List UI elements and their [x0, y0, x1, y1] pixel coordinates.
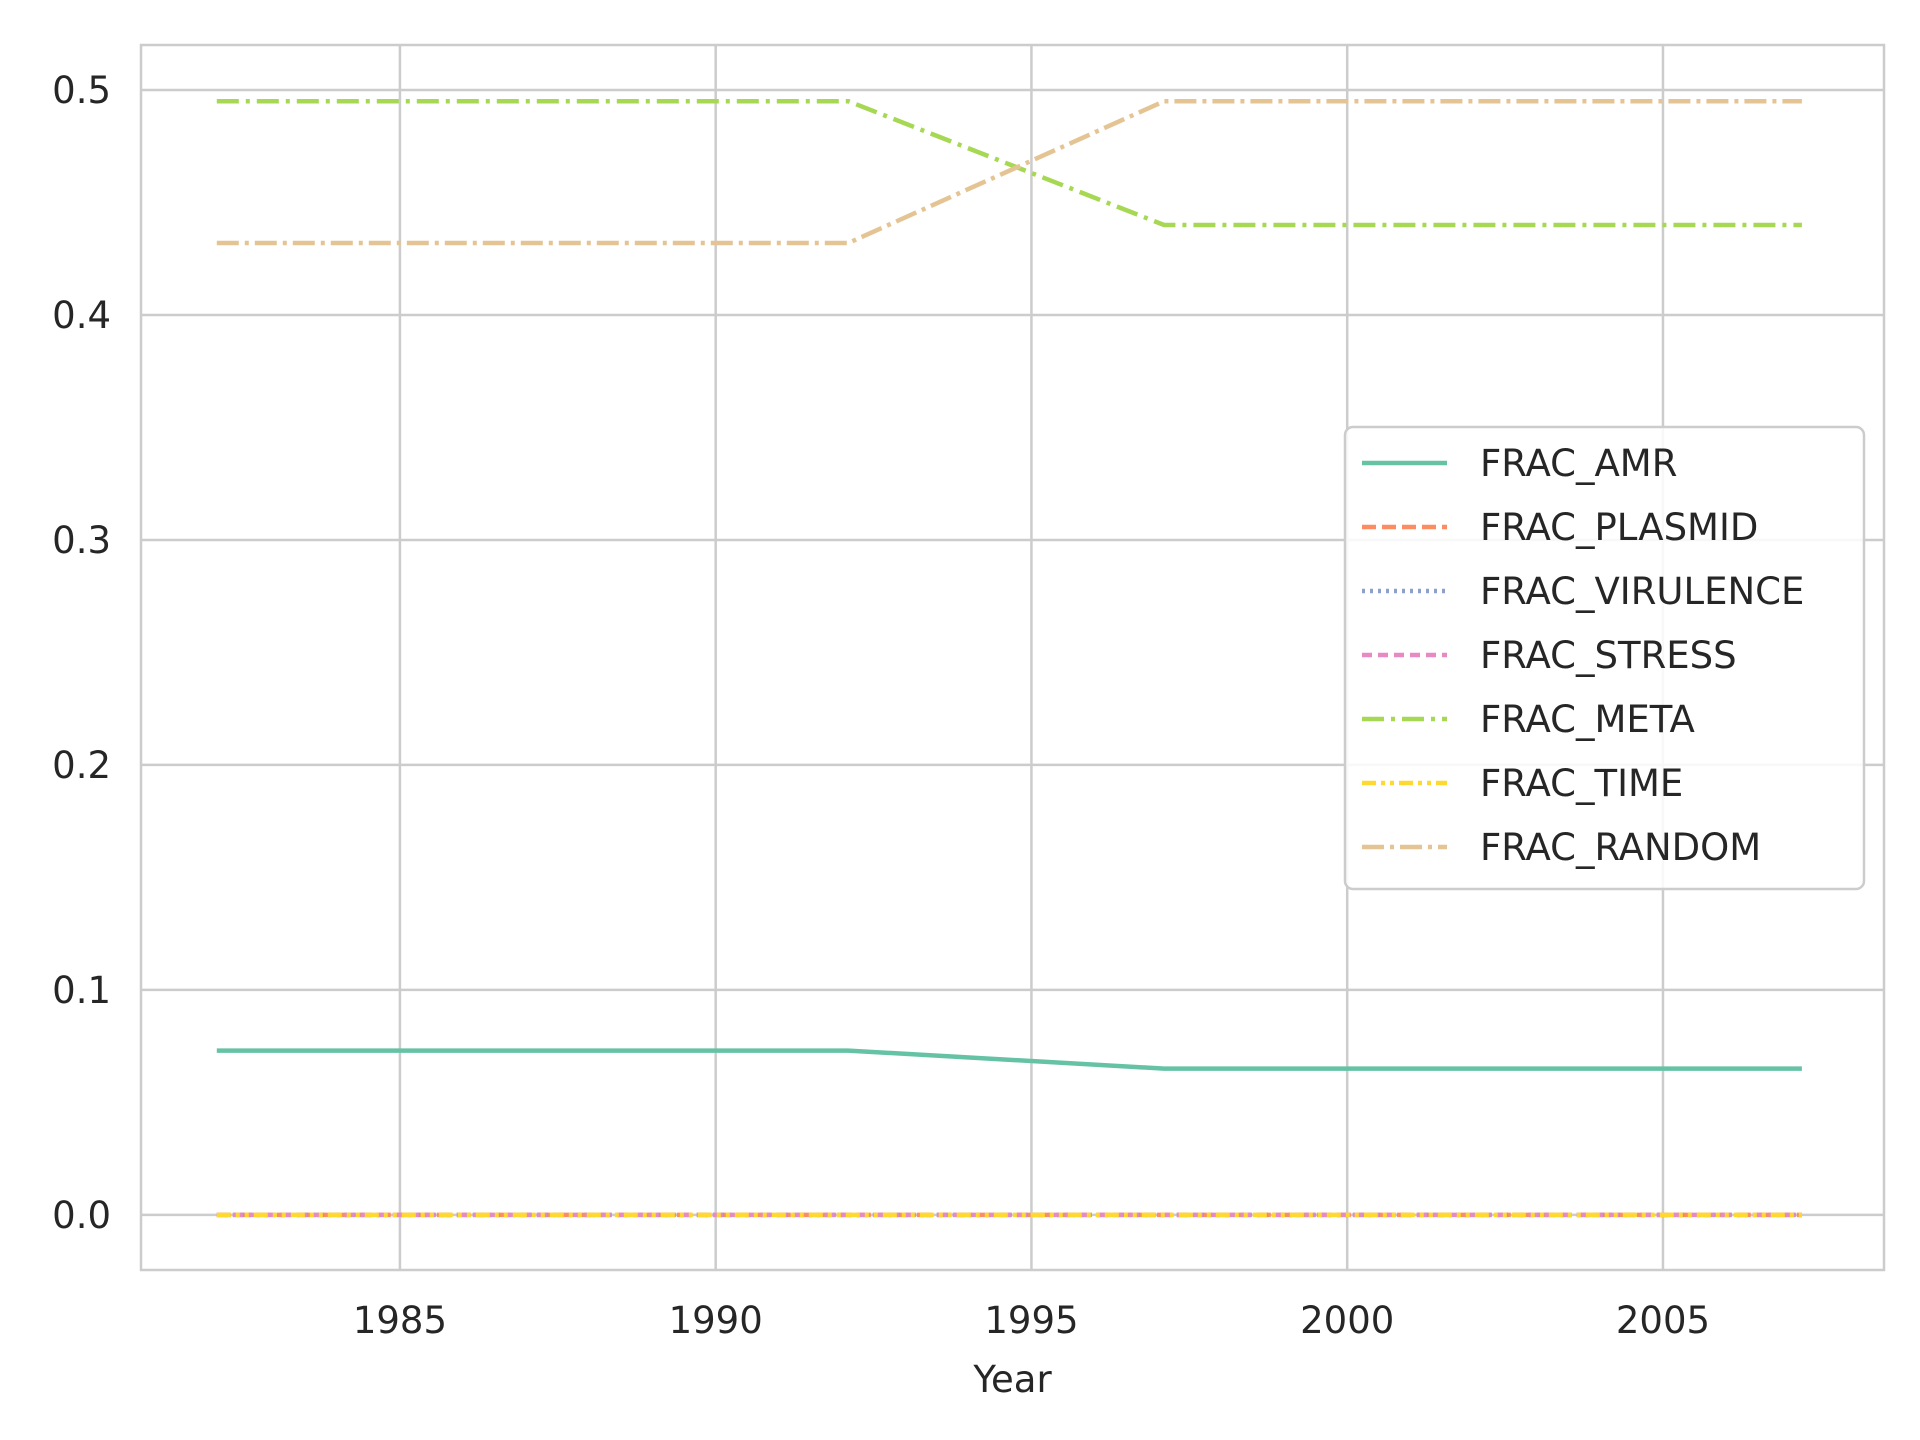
legend-label: FRAC_AMR [1480, 442, 1677, 485]
series-line-frac-meta [216, 98, 1802, 228]
x-tick-label: 1995 [984, 1299, 1078, 1342]
series-lines [216, 98, 1802, 1218]
legend-label: FRAC_STRESS [1480, 634, 1737, 677]
legend-label: FRAC_META [1480, 698, 1695, 741]
x-axis-label: Year [972, 1358, 1052, 1401]
series-line-frac-random [216, 98, 1802, 246]
x-tick-label: 1985 [353, 1299, 447, 1342]
legend-label: FRAC_PLASMID [1480, 506, 1758, 549]
legend-label: FRAC_TIME [1480, 762, 1683, 805]
y-tick-label: 0.3 [52, 519, 111, 562]
x-tick-label: 1990 [669, 1299, 763, 1342]
y-tick-label: 0.0 [52, 1194, 111, 1237]
plot-frame [139, 43, 1886, 1272]
y-tick-label: 0.5 [52, 69, 111, 112]
x-tick-label: 2000 [1300, 1299, 1394, 1342]
y-tick-label: 0.4 [52, 294, 111, 337]
legend: FRAC_AMR FRAC_PLASMID FRAC_VIRULENCE FRAC_S… [1343, 425, 1866, 891]
legend-box [1343, 425, 1866, 891]
y-tick-label: 0.2 [52, 744, 111, 787]
tick-labels: 1985 1990 1995 2000 2005 0.0 0.1 0.2 0.3 0.4 0.5 [52, 69, 1710, 1342]
y-tick-label: 0.1 [52, 969, 111, 1012]
legend-label: FRAC_VIRULENCE [1480, 570, 1804, 613]
series-line-frac-amr [216, 1048, 1802, 1071]
x-tick-label: 2005 [1616, 1299, 1710, 1342]
legend-label: FRAC_RANDOM [1480, 826, 1761, 869]
